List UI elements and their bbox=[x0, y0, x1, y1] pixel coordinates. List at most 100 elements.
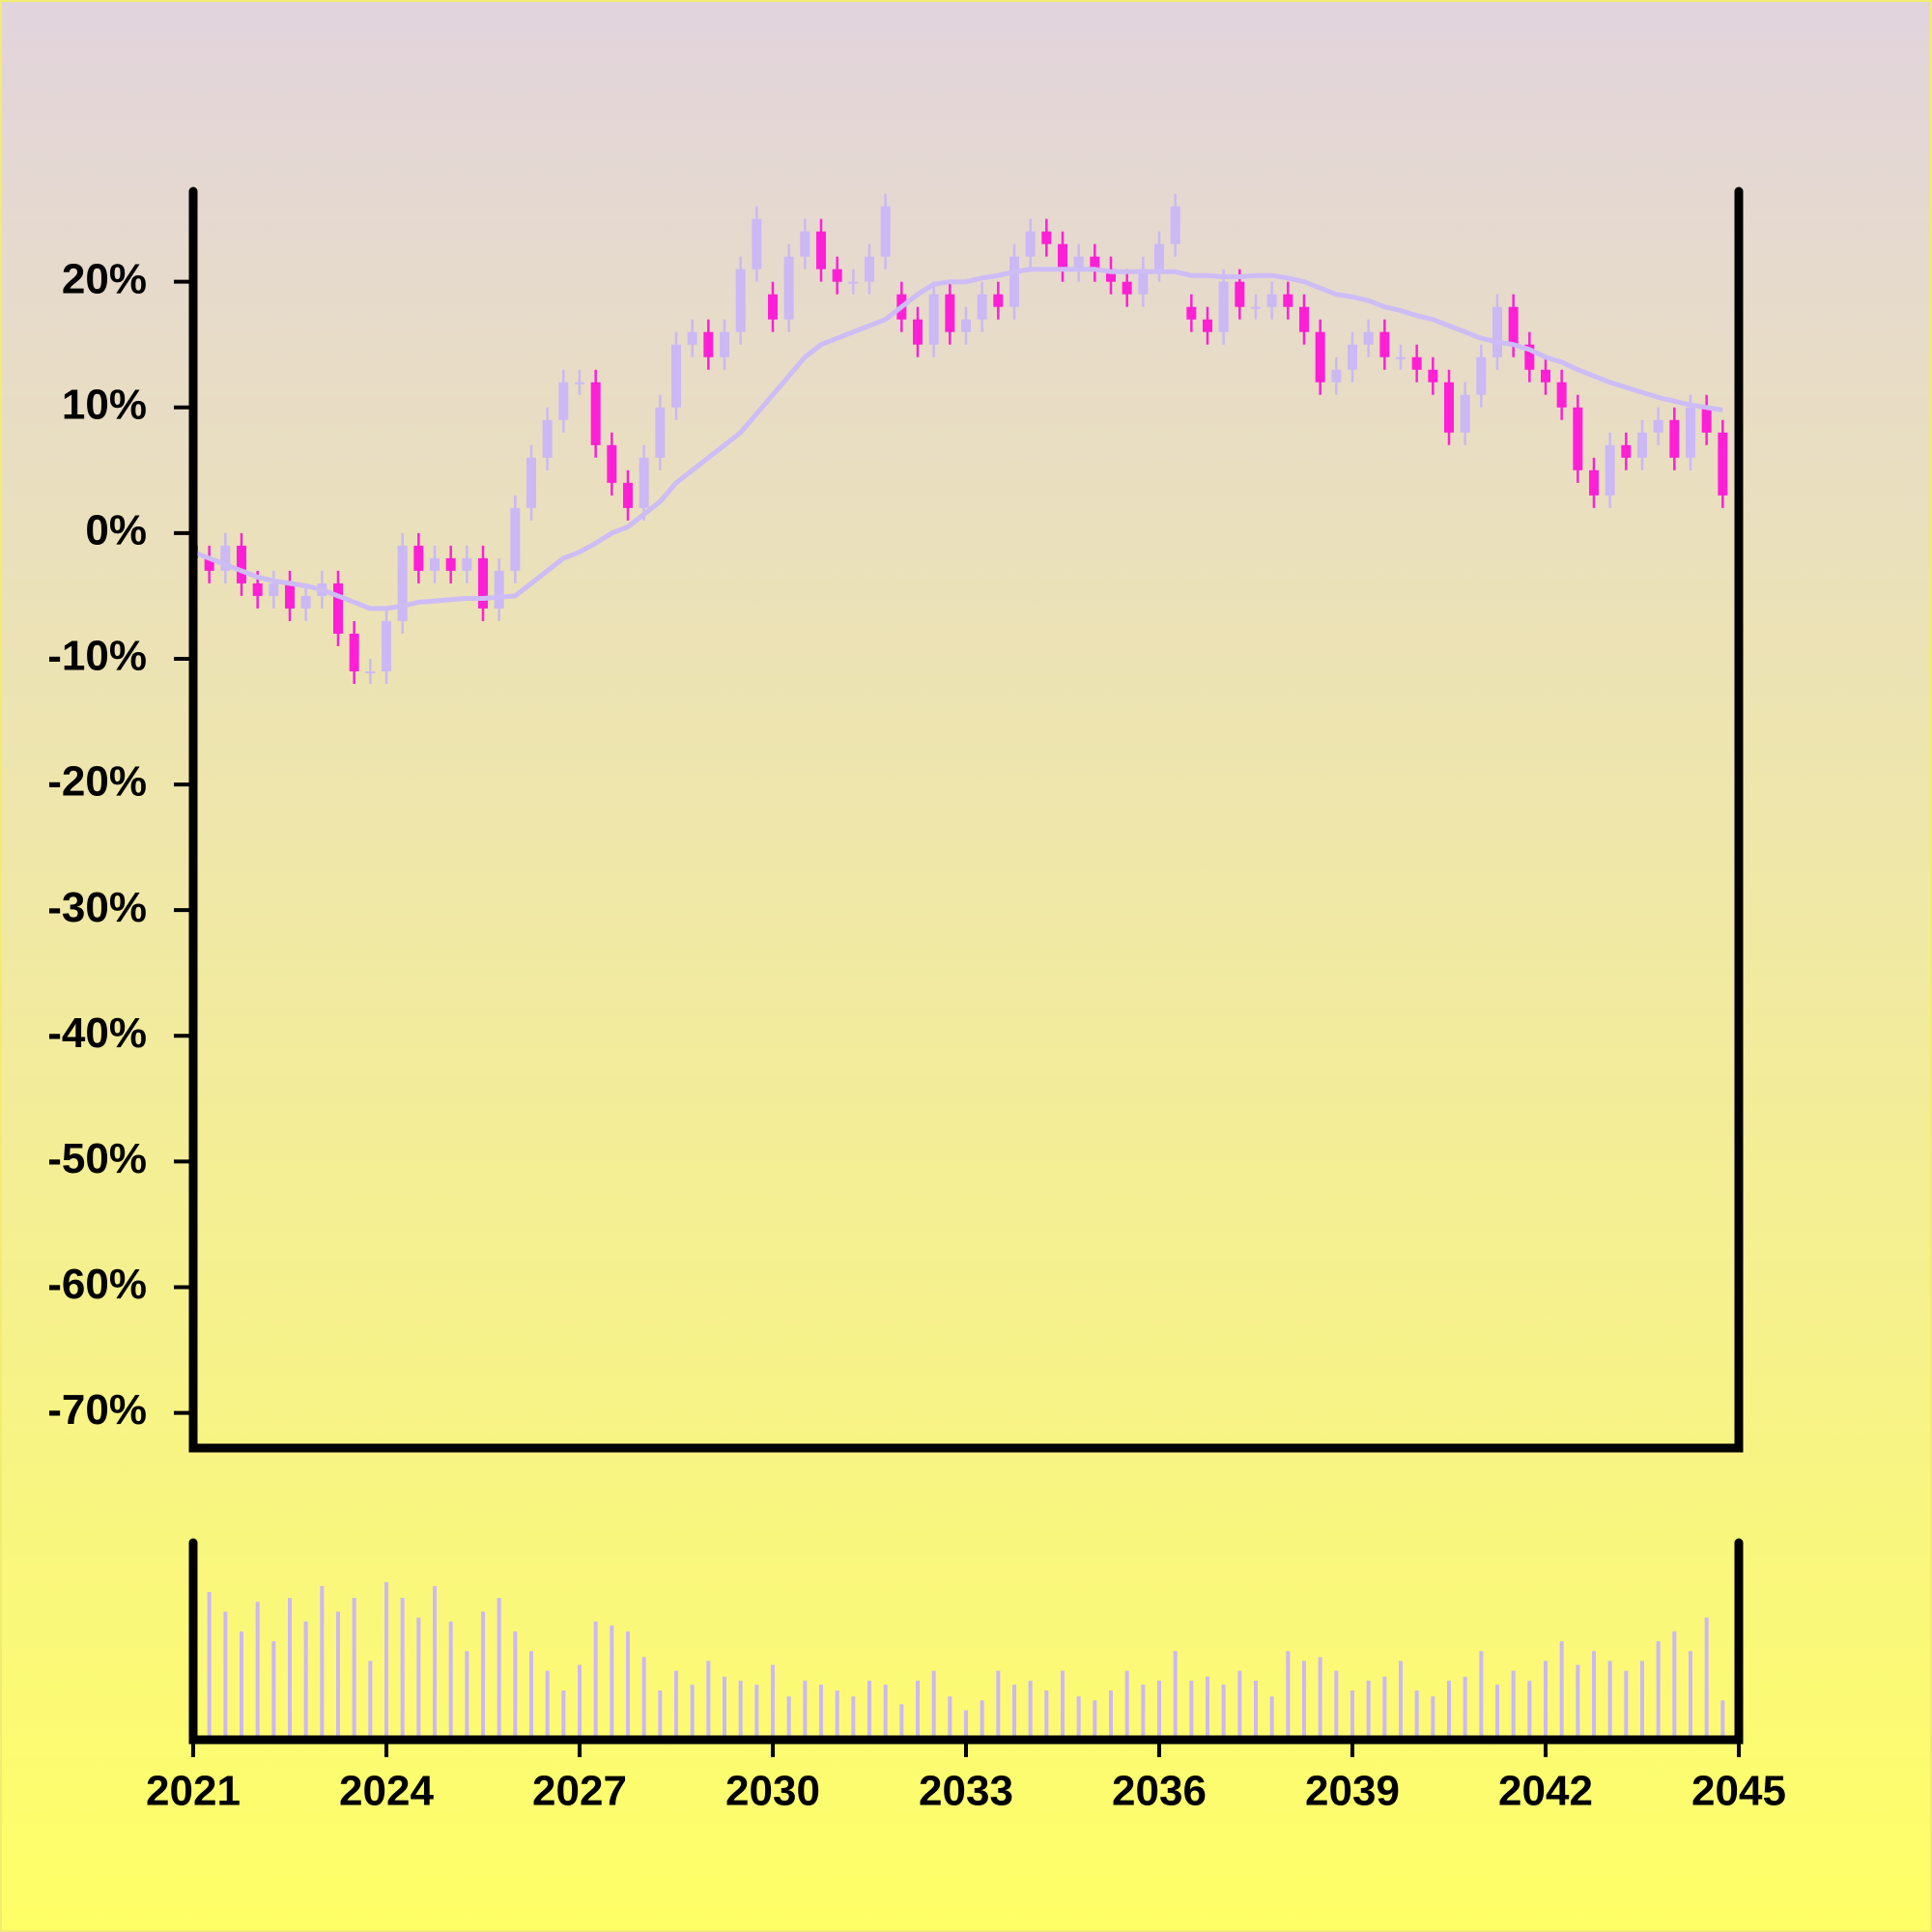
candle-body bbox=[252, 582, 263, 596]
volume-bar bbox=[400, 1598, 405, 1740]
volume-bar bbox=[1173, 1651, 1178, 1740]
candle-body bbox=[575, 382, 584, 384]
candle-body bbox=[993, 294, 1004, 307]
volume-bar bbox=[513, 1631, 518, 1740]
volume-bar bbox=[223, 1611, 228, 1740]
candle-body bbox=[977, 294, 987, 320]
candle-body bbox=[1492, 306, 1502, 357]
candle-body bbox=[1411, 356, 1422, 370]
volume-bar bbox=[1109, 1690, 1113, 1740]
candle-body bbox=[1218, 281, 1229, 332]
candle-body bbox=[1669, 419, 1680, 458]
candle-body bbox=[1186, 306, 1197, 320]
y-tick-label: 20% bbox=[62, 255, 147, 302]
candle-body bbox=[1122, 281, 1132, 295]
volume-bar bbox=[271, 1641, 276, 1740]
candle-body bbox=[1283, 294, 1293, 307]
volume-bar bbox=[1124, 1670, 1129, 1740]
volume-bar bbox=[1189, 1680, 1194, 1740]
candle-body bbox=[865, 256, 874, 282]
candle-body bbox=[928, 294, 939, 345]
candle-body bbox=[333, 582, 343, 634]
volume-bar bbox=[561, 1690, 566, 1740]
volume-bar bbox=[240, 1631, 243, 1740]
volume-bar bbox=[867, 1680, 871, 1740]
candle-body bbox=[1589, 469, 1599, 496]
volume-bar bbox=[1302, 1661, 1306, 1740]
candle-body bbox=[558, 382, 569, 420]
volume-bar bbox=[1237, 1670, 1242, 1740]
volume-bar bbox=[1382, 1676, 1387, 1740]
volume-bar bbox=[545, 1670, 550, 1740]
volume-bar bbox=[448, 1621, 453, 1740]
candle-body bbox=[204, 557, 214, 571]
volume-bar bbox=[723, 1676, 726, 1740]
volume-bar bbox=[690, 1684, 695, 1740]
candle-body bbox=[880, 206, 891, 257]
x-tick-label: 2039 bbox=[1305, 1768, 1400, 1815]
volume-bar bbox=[931, 1670, 936, 1740]
volume-bar bbox=[1221, 1684, 1226, 1740]
candle-body bbox=[1299, 306, 1309, 332]
candle-body bbox=[590, 382, 601, 445]
volume-bar bbox=[1157, 1680, 1161, 1740]
volume-bar bbox=[1576, 1664, 1580, 1740]
candle-body bbox=[768, 294, 778, 320]
volume-bar bbox=[1269, 1696, 1274, 1740]
candle-body bbox=[1621, 444, 1632, 458]
candle-body bbox=[800, 231, 810, 257]
candle-body bbox=[752, 218, 762, 270]
volume-bar bbox=[1720, 1700, 1725, 1740]
volume-bar bbox=[1447, 1680, 1451, 1740]
candle-body bbox=[1331, 369, 1342, 383]
volume-bar bbox=[706, 1661, 711, 1740]
volume-bar bbox=[1704, 1617, 1709, 1740]
volume-bar bbox=[658, 1690, 663, 1740]
candle-body bbox=[397, 545, 408, 621]
volume-bar bbox=[674, 1670, 678, 1740]
volume-bar bbox=[626, 1631, 630, 1740]
candle-body bbox=[720, 331, 729, 357]
price-panel bbox=[193, 193, 1728, 684]
volume-bar bbox=[481, 1611, 485, 1740]
volume-bar bbox=[368, 1661, 373, 1740]
volume-bar bbox=[851, 1696, 856, 1740]
candle-body bbox=[703, 331, 714, 357]
candle-body bbox=[848, 281, 859, 284]
volume-bar bbox=[786, 1696, 791, 1740]
volume-bar bbox=[1672, 1631, 1677, 1740]
volume-bar bbox=[1366, 1680, 1371, 1740]
volume-bar bbox=[1431, 1696, 1435, 1740]
candle-body bbox=[269, 582, 279, 596]
candle-body bbox=[1025, 231, 1036, 257]
candle-body bbox=[1154, 243, 1164, 270]
candle-body bbox=[1348, 344, 1357, 370]
candle-body bbox=[382, 620, 391, 671]
candle-body bbox=[1090, 256, 1100, 270]
volume-bar bbox=[1607, 1661, 1612, 1740]
volume-bar bbox=[1206, 1676, 1209, 1740]
candle-body bbox=[1701, 407, 1712, 433]
candle-body bbox=[1718, 432, 1728, 496]
candle-body bbox=[365, 670, 376, 673]
y-tick-label: -20% bbox=[47, 758, 147, 806]
volume-bar bbox=[1656, 1641, 1661, 1740]
candle-body bbox=[494, 570, 504, 609]
candle-body bbox=[1315, 331, 1325, 383]
candle-body bbox=[1476, 356, 1487, 395]
volume-bar bbox=[916, 1680, 920, 1740]
candle-body bbox=[1396, 356, 1406, 359]
volume-bar bbox=[320, 1585, 325, 1740]
candle-body bbox=[1041, 231, 1052, 244]
candle-body bbox=[285, 582, 295, 609]
volume-bar bbox=[578, 1664, 582, 1740]
volume-bar bbox=[1624, 1670, 1629, 1740]
candle-body bbox=[1686, 407, 1695, 458]
candle-body bbox=[1653, 419, 1663, 433]
candle-body bbox=[445, 557, 456, 571]
candle-body bbox=[1170, 206, 1180, 244]
volume-bar bbox=[819, 1684, 823, 1740]
volume-bar bbox=[1076, 1696, 1081, 1740]
candle-body bbox=[783, 256, 794, 320]
x-tick-label: 2033 bbox=[919, 1768, 1013, 1815]
